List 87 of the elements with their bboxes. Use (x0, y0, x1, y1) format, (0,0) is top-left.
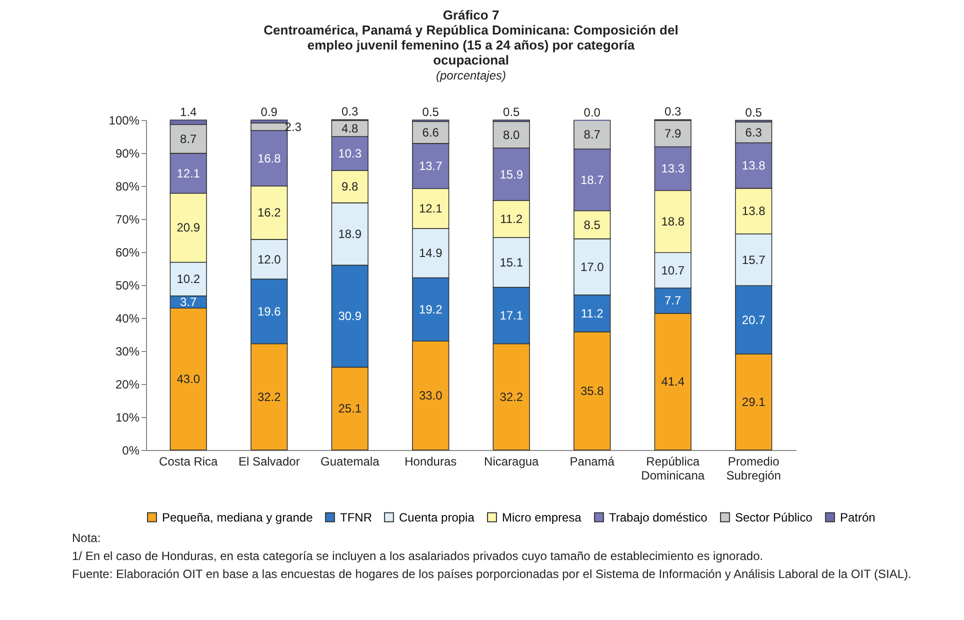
data-label: 12.1 (418, 202, 443, 216)
data-label: 4.8 (342, 122, 359, 136)
data-label: 8.7 (180, 132, 198, 146)
data-label: 12.1 (176, 166, 200, 180)
y-tick-label: 10% (115, 410, 140, 424)
data-label: 0.5 (422, 105, 440, 119)
data-label: 30.9 (338, 309, 362, 324)
data-label: 18.9 (338, 227, 362, 242)
y-tick-label: 80% (115, 180, 140, 194)
data-label: 0.3 (664, 104, 682, 119)
x-tick-label: Promedio Subregión (726, 454, 781, 482)
x-tick-label: Costa Rica (159, 454, 218, 468)
data-label: 35.8 (580, 384, 604, 398)
text: 1/ En el caso de Honduras, en esta categoría se incluyen a los asalariados privados cuyo tamaño de establecimiento es ignorado. (72, 549, 764, 563)
x-tick-label: República Dominicana (641, 454, 705, 482)
data-label: 20.7 (742, 312, 766, 327)
data-label: 9.8 (342, 180, 359, 194)
data-label: 20.9 (176, 220, 200, 235)
data-label: 8.5 (584, 218, 601, 232)
data-label: 32.2 (500, 390, 524, 404)
y-tick-label: 40% (115, 312, 140, 326)
legend-label: Micro empresa (502, 510, 582, 524)
y-tick-label: 100% (108, 114, 140, 128)
y-tick-label: 70% (115, 212, 140, 226)
x-tick-label: El Salvador (238, 454, 300, 468)
data-label: 43.0 (176, 372, 200, 386)
data-label: 13.7 (418, 159, 443, 174)
data-label: 3.7 (180, 294, 198, 309)
data-label: 11.2 (500, 212, 523, 226)
data-label: 33.0 (418, 388, 443, 403)
text: Nota: (72, 531, 102, 545)
data-label: 32.2 (257, 390, 282, 404)
data-label: 14.9 (418, 246, 443, 260)
legend-label: Patrón (840, 510, 876, 524)
data-label: 8.7 (584, 128, 601, 142)
data-label: 8.0 (503, 128, 520, 142)
legend-label: Cuenta propia (399, 510, 475, 524)
legend-label: Sector Público (735, 510, 813, 524)
data-label: 17.0 (580, 260, 604, 274)
data-label: 13.3 (661, 162, 685, 176)
x-tick-label: Nicaragua (484, 454, 540, 468)
source-note: Fuente: Elaboración OIT en base a las encuestas de hogares de los países porporcionadas por el Sistema de Información y Análisis Laboral de la OIT (SIAL). (72, 567, 912, 581)
data-label: 0.5 (745, 105, 762, 120)
data-label: 11.2 (580, 306, 604, 320)
y-tick-label: 60% (115, 246, 140, 260)
data-label: 1.4 (180, 105, 198, 119)
data-label: 7.7 (664, 294, 682, 308)
text: (porcentajes) (436, 68, 506, 83)
x-tick-label: Guatemala (320, 454, 380, 468)
chart-subtitle: Centroamérica, Panamá y República Dominicana: Composición del empleo juvenil femenino (15 a 24 años) por categoría ocupacional (264, 22, 678, 68)
data-label: 12.0 (257, 252, 282, 266)
y-tick-label: 20% (115, 378, 140, 392)
chart-title: Gráfico 7 (442, 8, 500, 23)
data-label: 15.9 (500, 167, 524, 182)
data-label: 15.1 (500, 255, 524, 270)
data-label: 29.1 (742, 394, 766, 409)
data-label: 13.8 (742, 158, 766, 173)
x-tick-label: Panamá (570, 454, 615, 468)
data-label: 18.8 (661, 214, 685, 229)
data-label: 41.4 (661, 374, 685, 389)
data-label: 16.2 (257, 206, 282, 220)
data-label: 6.6 (422, 126, 440, 140)
data-label: 10.2 (176, 272, 200, 286)
data-label: 19.2 (418, 302, 443, 316)
data-label: 18.7 (580, 172, 604, 187)
x-tick-label: Honduras (404, 454, 457, 468)
data-label: 0.9 (260, 105, 278, 119)
data-label: 13.8 (742, 204, 766, 218)
data-label: 16.8 (257, 151, 282, 166)
y-tick-label: 0% (122, 444, 140, 458)
data-label: 10.3 (338, 146, 362, 160)
y-tick-label: 50% (115, 278, 140, 292)
data-label: 6.3 (745, 125, 762, 140)
data-label: 17.1 (500, 308, 524, 323)
y-tick-label: 90% (115, 146, 140, 160)
data-label: 0.5 (503, 105, 520, 119)
data-label: 25.1 (338, 402, 362, 416)
legend-label: TFNR (340, 510, 372, 524)
y-tick-label: 30% (115, 344, 140, 358)
legend-label: Trabajo doméstico (609, 510, 708, 524)
legend-label: Pequeña, mediana y grande (162, 510, 314, 524)
data-label: 0.3 (342, 104, 359, 119)
data-label: 0.0 (584, 105, 601, 120)
data-label: 19.6 (257, 304, 282, 318)
data-label: 15.7 (742, 252, 766, 267)
data-label: 10.7 (661, 263, 685, 278)
data-label: 7.9 (664, 126, 682, 141)
